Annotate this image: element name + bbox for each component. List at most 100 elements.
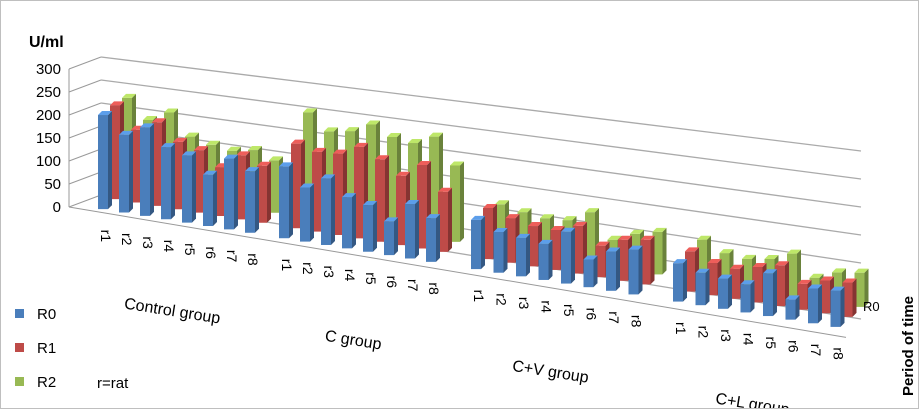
bar-R1-c-group-r8: [438, 187, 452, 252]
bar-front: [224, 158, 234, 230]
bar-top: [740, 280, 755, 285]
bar-front: [540, 218, 550, 257]
bar-front: [194, 150, 204, 213]
category-label: r8: [831, 347, 847, 360]
bar-front: [182, 155, 192, 223]
bar-R0-c-group-r1: [279, 162, 293, 239]
bar-side: [526, 233, 530, 277]
bar-R0-control-group-r6: [203, 170, 217, 227]
gridline: [100, 125, 862, 236]
bar-front: [303, 112, 313, 219]
bar-top: [333, 149, 347, 154]
bar-R0-c-v-group-r5: [561, 227, 575, 284]
category-label: r8: [629, 315, 645, 328]
bar-R2-c-group-r8: [450, 161, 464, 242]
bar-front: [366, 124, 376, 229]
bar-top: [842, 278, 857, 283]
gridline-side: [68, 125, 102, 139]
bar-top: [832, 268, 846, 273]
bar-front: [752, 266, 763, 303]
bar-front: [363, 205, 373, 252]
bar-front: [652, 231, 663, 275]
bar-top: [140, 123, 154, 128]
bar-front: [550, 229, 561, 270]
category-label: r6: [384, 276, 400, 289]
bar-top: [628, 245, 643, 250]
bar-top: [707, 258, 722, 263]
bar-top: [808, 284, 822, 289]
bar-top: [354, 142, 368, 147]
bar-front: [387, 136, 397, 232]
bar-top: [583, 255, 598, 260]
bar-R0-c-group-r7: [405, 200, 419, 259]
category-label: r2: [119, 233, 135, 246]
bar-front: [685, 251, 695, 292]
bar-front: [618, 239, 628, 281]
bar-side: [750, 280, 755, 313]
bar-front: [516, 237, 526, 277]
bar-top: [854, 268, 869, 273]
bar-top: [595, 241, 610, 246]
category-label: r7: [224, 250, 240, 263]
bar-top: [303, 108, 317, 113]
category-label: r3: [140, 236, 156, 249]
bar-front: [628, 249, 639, 295]
bar-front: [429, 136, 439, 239]
bar-top: [618, 235, 632, 240]
bar-R0-c-l-group-r1: [673, 259, 687, 302]
category-label: r8: [245, 253, 261, 266]
bar-R0-c-v-group-r8: [628, 245, 643, 295]
bar-R0-control-group-r2: [119, 130, 133, 213]
bar-front: [820, 280, 830, 314]
category-label: r7: [606, 311, 622, 324]
bar-R0-c-group-r2: [300, 183, 314, 242]
legend-swatch-r2: [15, 377, 24, 386]
bar-top: [685, 247, 699, 252]
bar-top: [787, 249, 801, 254]
bar-side: [548, 239, 553, 280]
bar-top: [742, 254, 756, 259]
bar-side: [436, 214, 440, 262]
category-label: r4: [539, 300, 555, 313]
bar-top: [387, 132, 401, 137]
bar-side: [415, 200, 419, 259]
category-label: r8: [426, 282, 442, 295]
bar-top: [366, 120, 380, 125]
bar-top: [257, 161, 271, 166]
bar-R0-control-group-r1: [98, 111, 112, 210]
bar-front: [495, 204, 505, 250]
bar-side: [650, 235, 655, 285]
y-tick-label: 250: [36, 84, 61, 101]
bar-top: [606, 247, 620, 252]
bar-side: [234, 154, 238, 230]
bar-front: [517, 212, 528, 253]
bar-side: [840, 286, 845, 327]
bar-front: [787, 253, 797, 297]
bar-side: [818, 284, 822, 324]
bar-top: [119, 130, 133, 135]
bar-front: [405, 204, 415, 259]
bar-front: [321, 178, 331, 245]
group-label: Control group: [123, 296, 222, 328]
bar-front: [561, 231, 571, 284]
bar-front: [236, 155, 246, 220]
bar-top: [248, 146, 262, 151]
bar-front: [785, 299, 796, 320]
bar-side: [213, 170, 217, 227]
bar-side: [129, 130, 133, 213]
legend-label-r0: R0: [37, 306, 56, 323]
bar-top: [573, 221, 587, 226]
category-label: r4: [342, 269, 358, 282]
bar-side: [864, 268, 869, 307]
bar-front: [345, 131, 355, 225]
bar-front: [426, 218, 436, 262]
bar-R0-c-l-group-r6: [785, 295, 800, 320]
category-label: r1: [673, 322, 689, 335]
bar-top: [695, 268, 710, 273]
bar-top: [363, 201, 377, 206]
bar-front: [595, 245, 606, 278]
bar-front: [269, 160, 279, 213]
bar-top: [224, 154, 238, 159]
bar-top: [321, 174, 335, 179]
bar-front: [585, 212, 595, 264]
